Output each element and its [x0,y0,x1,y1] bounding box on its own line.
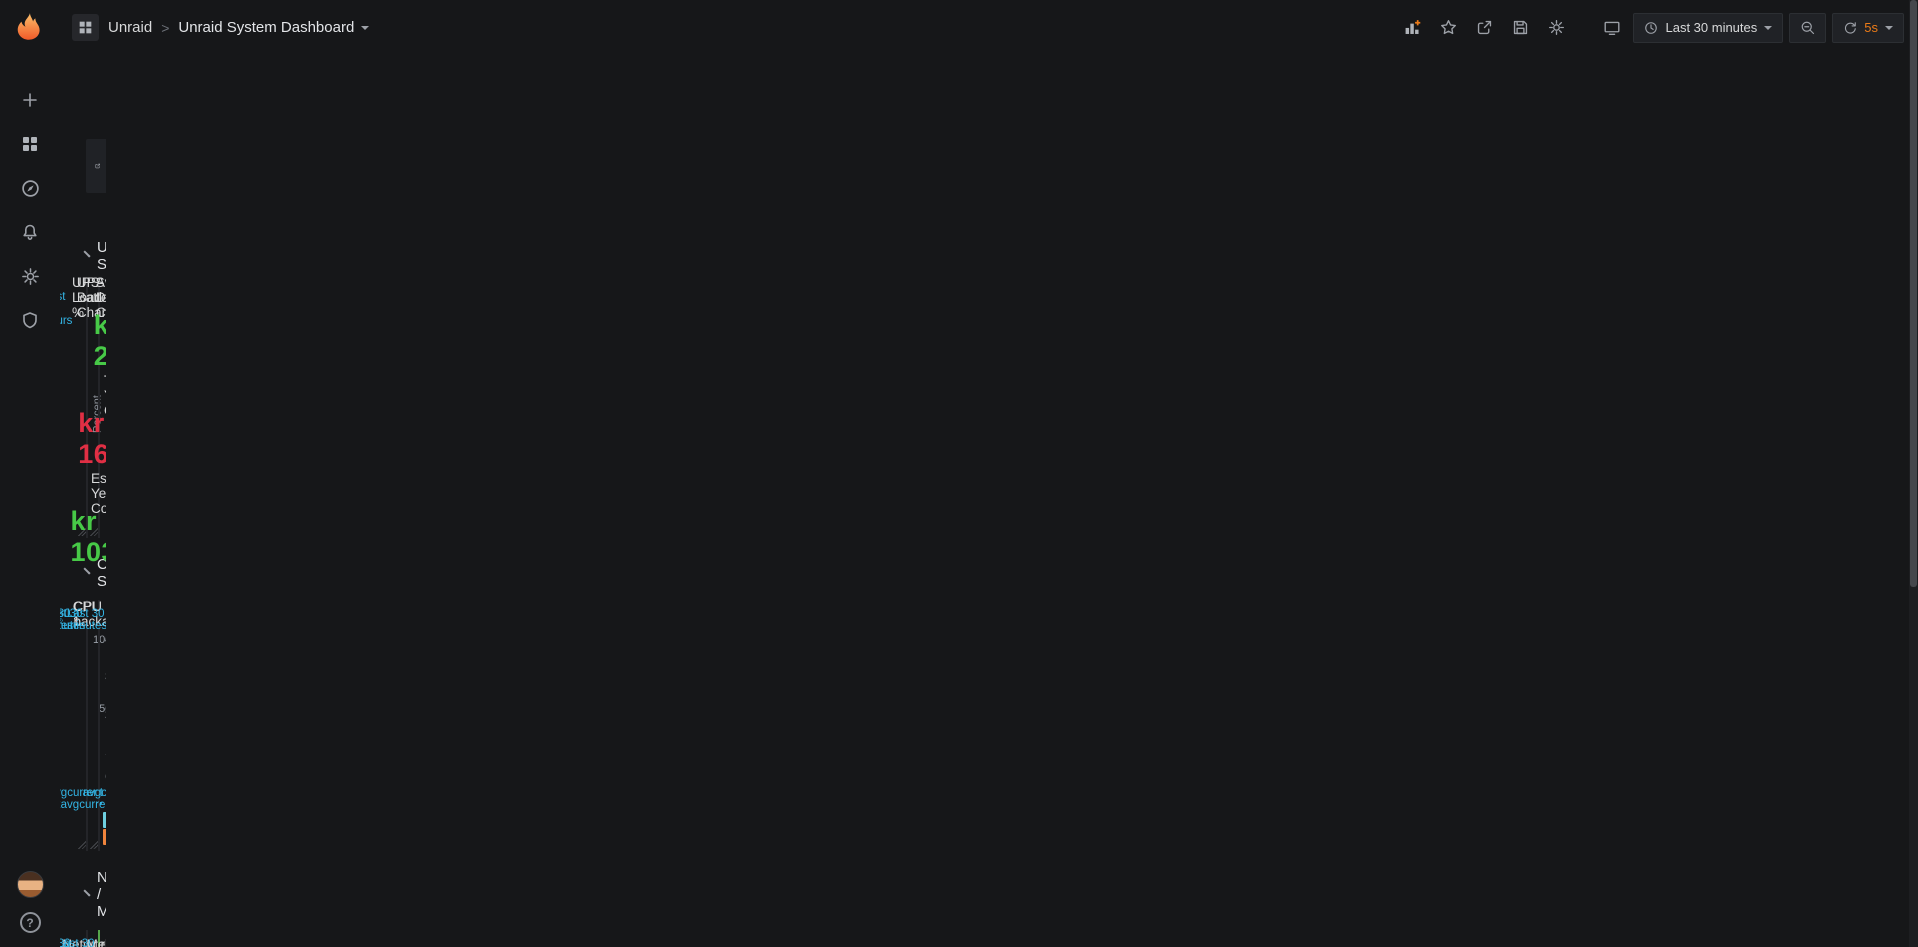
axis-tick: 40% [105,634,106,646]
help-icon[interactable]: ? [19,912,41,933]
star-button[interactable] [1433,13,1463,43]
panel-time-range: Last 30 minutes [60,608,106,632]
legend: avgcurrent Core 7 21% 37% Core 2 19% 28% [60,786,106,850]
panel-uptime: Uptime 1 month 1 [98,930,100,947]
plus-icon [23,93,37,107]
tv-icon [1605,21,1620,35]
share-icon [1477,20,1492,35]
refresh-picker[interactable]: 5s [1832,12,1904,43]
series-dash [103,828,106,845]
scrollbar-thumb[interactable] [1910,0,1917,588]
axis-tick: 20% [105,709,106,721]
section-title: Network / Memory [97,869,106,920]
share-button[interactable] [1469,13,1499,43]
sidebar-item-dashboards[interactable] [0,122,60,166]
section-title: CPU Stats [97,556,106,590]
refresh-interval-label: 5s [1864,20,1878,35]
star-icon [1441,20,1456,35]
legend-col-header[interactable]: current [67,787,103,811]
dashboards-icon [23,137,37,151]
legend-col-header[interactable]: max [60,799,61,811]
zoom-out-icon [1801,21,1815,35]
y-axis-left: 40%30%20%10%0% [103,631,106,798]
time-range-label: Last 30 minutes [1665,20,1758,35]
breadcrumb: Unraid > Unraid System Dashboard [72,14,370,41]
breadcrumb-separator: > [161,19,170,36]
page-scrollbar[interactable] [1909,0,1918,947]
panel-time-range: Last 30 minutes [60,608,78,632]
configuration-gear-icon [21,267,39,285]
add-panel-button[interactable] [1397,13,1427,43]
chevron-down-icon [83,888,91,897]
panel-cpu-1: CPU 1 Last 30 minutes 100%50%0% 19:5019:… [60,599,106,851]
refresh-icon [1845,21,1857,34]
dashboard-title-label: Unraid System Dashboard [178,19,355,36]
axis-tick: 0% [93,771,106,783]
zoom-out-button[interactable] [1789,12,1827,43]
sidebar-item-explore[interactable] [0,166,60,210]
panel-time-range: Last 30 minutes [60,608,90,632]
grafana-logo[interactable] [15,12,45,44]
explore-compass-icon [21,179,39,197]
panel-time-range: Last 30 minutes [60,938,95,947]
legend-col-header[interactable]: current [79,799,106,811]
settings-gear-icon [1549,20,1564,35]
clock-icon [1645,21,1658,34]
chevron-down-icon [83,567,91,575]
chevron-down-icon [83,250,91,258]
save-icon [1513,20,1528,35]
navbar-actions: Last 30 minutes 5s [1397,12,1904,43]
admin-shield-icon [23,312,37,329]
external-link-icon [95,163,100,169]
series-dash [103,811,106,828]
axis-tick: 10% [105,746,106,758]
panel-time-range: Last 30 minutes [60,938,71,947]
dashboard: kWh Price 0.65 Currency kr UPS Max Outpu… [60,55,106,947]
legend-col-header[interactable]: avg [60,787,68,799]
legend-col-header[interactable]: current [101,787,106,811]
clock-icon [60,617,63,623]
main: Unraid > Unraid System Dashboard [60,0,1918,947]
sidebar-item-server-admin[interactable] [0,298,60,342]
panel-time-range: Last 12 hours [60,291,78,327]
sidebar-item-create[interactable] [0,78,60,122]
series-name[interactable]: Core 7 [103,808,106,832]
breadcrumb-folder[interactable]: Unraid [108,19,153,36]
cycle-view-mode-button[interactable] [1597,13,1627,43]
save-button[interactable] [1505,13,1535,43]
alerting-bell-icon [23,224,37,240]
axis-tick: 30% [105,671,106,683]
user-avatar[interactable] [16,871,44,898]
axis-tick: 50% [99,702,106,715]
series-name[interactable]: Core 2 [103,825,106,849]
section-title: UPS Stats [97,239,106,273]
legend-col-header[interactable]: avg [82,787,102,799]
legend-col-header[interactable]: avg [60,799,80,811]
chevron-down-icon [1764,25,1773,30]
time-range-picker[interactable]: Last 30 minutes [1633,12,1784,43]
apps-grid-icon[interactable] [72,14,99,41]
dashboard-title[interactable]: Unraid System Dashboard [178,19,370,36]
sidebar: ? [0,0,60,947]
sidebar-item-alerting[interactable] [0,210,60,254]
chevron-down-icon [1885,25,1893,30]
chevron-down-icon [361,25,370,30]
legend: maxavgcurrent CPU Total 38% 17% 19% User… [60,798,106,850]
navbar: Unraid > Unraid System Dashboard [60,0,1918,55]
dashboard-link-grafana-plex-theme[interactable]: Grafana Plex Theme [86,139,106,193]
sidebar-item-configuration[interactable] [0,254,60,298]
panel-cpu-package: CPU package Last 30 minutes 40%30%20%10%… [60,599,106,851]
dashboard-settings-button[interactable] [1541,13,1571,43]
